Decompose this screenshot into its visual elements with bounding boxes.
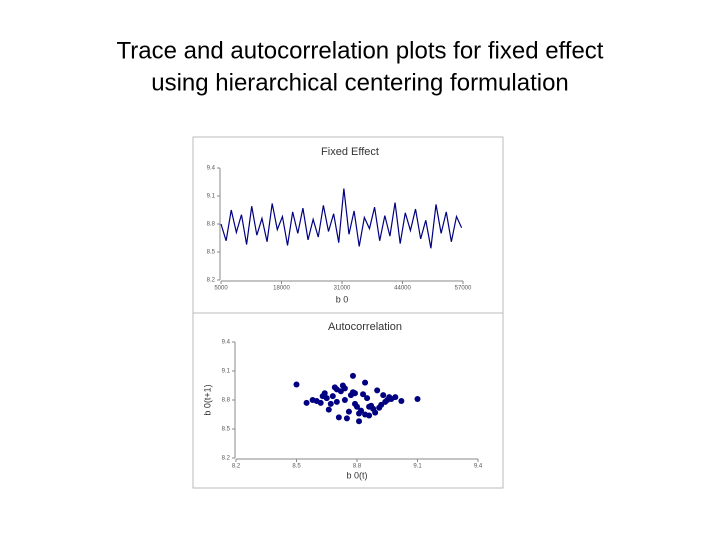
y-tick-label: 8.5 <box>222 427 231 433</box>
y-tick-label: 8.5 <box>207 250 216 256</box>
x-tick-label: 8.5 <box>292 464 301 470</box>
x-tick-label: 5000 <box>214 286 228 292</box>
scatter-point <box>339 382 346 389</box>
chart-title: Fixed Effect <box>321 146 379 158</box>
scatter-point <box>327 400 334 407</box>
scatter-point <box>309 397 316 403</box>
x-tick-label: 18000 <box>273 286 290 292</box>
y-tick-label: 9.1 <box>207 194 216 200</box>
scatter-point <box>362 379 369 386</box>
scatter-point <box>386 394 393 401</box>
x-tick-label: 57000 <box>455 286 472 292</box>
scatter-point <box>333 398 340 405</box>
scatter-point <box>325 406 332 413</box>
scatter-point <box>372 409 379 416</box>
scatter-point <box>374 387 381 394</box>
x-tick-label: 8.8 <box>353 464 362 470</box>
scatter-point <box>351 390 358 397</box>
scatter-point <box>333 386 340 393</box>
scatter-point <box>349 372 356 379</box>
y-tick-label: 8.8 <box>222 398 231 404</box>
x-axis-label: b 0 <box>336 294 349 304</box>
x-tick-label: 9.4 <box>474 464 483 470</box>
y-tick-label: 8.8 <box>207 222 216 228</box>
scatter-point <box>293 381 300 388</box>
x-tick-label: 31000 <box>334 286 351 292</box>
scatter-point <box>329 393 336 400</box>
scatter-point <box>351 400 358 407</box>
scatter-point <box>360 391 367 398</box>
scatter-point <box>319 393 326 400</box>
trace-line <box>220 188 463 249</box>
scatter-point <box>358 407 365 414</box>
slide-title: Trace and autocorrelation plots for fixe… <box>117 37 604 64</box>
x-tick-label: 8.2 <box>232 464 241 470</box>
scatter-point <box>335 414 342 421</box>
scatter-point <box>376 404 383 411</box>
y-tick-label: 8.2 <box>222 456 231 462</box>
scatter-point <box>382 398 389 405</box>
scatter-point <box>414 396 421 403</box>
x-tick-label: 44000 <box>394 286 411 292</box>
scatter-point <box>341 397 348 403</box>
x-axis-label: b 0(t) <box>346 470 367 480</box>
scatter-point <box>303 399 310 406</box>
x-tick-label: 9.1 <box>413 464 422 470</box>
y-tick-label: 9.4 <box>207 166 216 172</box>
y-axis-label: b 0(t+1) <box>202 384 212 415</box>
slide-title: using hierarchical centering formulation <box>151 69 569 96</box>
y-tick-label: 9.4 <box>222 340 231 346</box>
y-tick-label: 9.1 <box>222 369 231 375</box>
scatter-point <box>343 415 350 422</box>
scatter-point <box>345 408 352 415</box>
scatter-point <box>356 418 363 425</box>
scatter-point <box>364 395 371 402</box>
scatter-point <box>398 397 405 404</box>
chart-title: Autocorrelation <box>328 321 402 333</box>
scatter-point <box>362 411 369 418</box>
scatter-point <box>366 403 373 410</box>
y-tick-label: 8.2 <box>207 278 216 284</box>
scatter-point <box>380 392 387 399</box>
